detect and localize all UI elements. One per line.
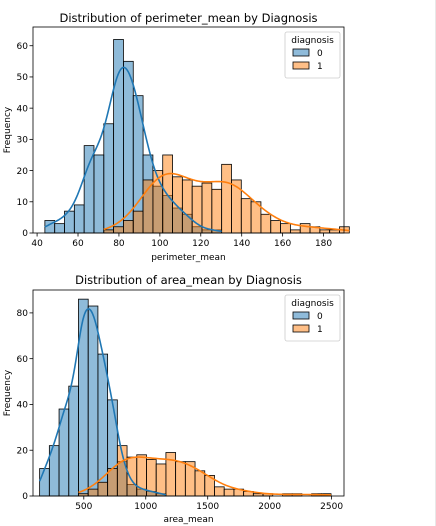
bar bbox=[240, 198, 252, 234]
bar bbox=[87, 305, 99, 497]
x-axis-label: perimeter_mean bbox=[151, 253, 226, 263]
bar bbox=[211, 188, 223, 234]
bar bbox=[78, 298, 89, 497]
legend-label-0: 0 bbox=[317, 312, 323, 322]
legend-swatch-1 bbox=[292, 61, 310, 70]
y-axis-label: Frequency bbox=[3, 106, 13, 153]
x-tick-label: 40 bbox=[31, 239, 43, 249]
bar bbox=[319, 229, 331, 234]
bar bbox=[329, 229, 340, 234]
chart-1: 40 60 80 100 120 140 160 1800102030405060Distri… bbox=[3, 11, 350, 263]
bar bbox=[123, 220, 134, 234]
series-0-kde-line bbox=[44, 66, 222, 233]
y-tick-label: 20 bbox=[17, 167, 29, 177]
x-tick-label: 180 bbox=[315, 239, 332, 249]
bar bbox=[270, 220, 281, 234]
y-tick-label: 60 bbox=[17, 355, 29, 365]
legend-swatch-0 bbox=[292, 311, 310, 320]
y-tick-label: 40 bbox=[17, 401, 29, 411]
bar bbox=[123, 60, 134, 234]
bar bbox=[155, 463, 167, 497]
x-axis-label: area_mean bbox=[163, 515, 213, 525]
chart-title: Distribution of perimeter_mean by Diagno… bbox=[59, 11, 317, 25]
bar bbox=[152, 170, 164, 234]
legend-label-1: 1 bbox=[317, 62, 323, 72]
bar bbox=[87, 488, 99, 497]
bar bbox=[97, 481, 109, 497]
legend: diagnosis 0 1 bbox=[284, 31, 341, 79]
bar bbox=[39, 468, 50, 497]
y-tick-label: 30 bbox=[17, 136, 29, 146]
y-tick-label: 0 bbox=[22, 492, 28, 502]
series-1-kde-line bbox=[103, 172, 350, 232]
series-1-kde-line bbox=[78, 456, 332, 496]
chart-2: 500 1000 1500 2000 2500 0 20 40 60 80 Distribution… bbox=[3, 273, 345, 525]
bar bbox=[54, 223, 65, 234]
bar bbox=[103, 229, 115, 234]
x-tick-label: 2000 bbox=[258, 502, 281, 512]
legend-label-1: 1 bbox=[317, 325, 323, 335]
bar bbox=[201, 182, 213, 234]
y-tick-label: 80 bbox=[17, 309, 29, 319]
x-tick-label: 100 bbox=[151, 239, 168, 249]
bar bbox=[221, 163, 232, 234]
x-tick-label: 80 bbox=[113, 239, 125, 249]
legend-swatch-1 bbox=[292, 324, 310, 333]
bar bbox=[231, 179, 242, 234]
bar bbox=[280, 223, 291, 234]
bar bbox=[214, 486, 225, 497]
bar bbox=[126, 456, 138, 497]
y-tick-label: 50 bbox=[17, 73, 29, 83]
axes-frame bbox=[32, 26, 345, 234]
bar bbox=[175, 461, 186, 497]
y-tick-label: 40 bbox=[17, 104, 29, 114]
bar bbox=[93, 154, 105, 234]
legend-swatch-0 bbox=[292, 48, 310, 57]
legend-title: diagnosis bbox=[291, 299, 334, 309]
x-tick-label: 140 bbox=[233, 239, 250, 249]
y-tick-label: 20 bbox=[17, 446, 29, 456]
bar bbox=[289, 229, 301, 234]
y-axis-label: Frequency bbox=[3, 369, 13, 416]
bar bbox=[181, 179, 193, 234]
bar bbox=[260, 213, 272, 234]
y-tick-label: 10 bbox=[17, 198, 29, 208]
series-0-kde-line bbox=[38, 308, 167, 496]
y-tick-label: 0 bbox=[22, 229, 28, 239]
x-tick-label: 160 bbox=[274, 239, 291, 249]
bar bbox=[172, 176, 183, 234]
x-tick-label: 2500 bbox=[320, 502, 343, 512]
bar bbox=[132, 210, 144, 234]
y-tick-label: 60 bbox=[17, 42, 29, 52]
legend-label-0: 0 bbox=[317, 49, 323, 59]
legend: diagnosis 0 1 bbox=[284, 294, 341, 342]
chart-title: Distribution of area_mean by Diagnosis bbox=[75, 273, 302, 287]
bar bbox=[68, 385, 79, 497]
x-tick-label: 500 bbox=[75, 502, 92, 512]
bar bbox=[194, 470, 206, 497]
x-tick-label: 1500 bbox=[196, 502, 219, 512]
bar bbox=[73, 204, 85, 234]
bar bbox=[83, 145, 95, 234]
x-tick-label: 1000 bbox=[134, 502, 157, 512]
bar bbox=[103, 123, 115, 234]
axes-frame bbox=[32, 289, 345, 497]
x-tick-label: 60 bbox=[72, 239, 84, 249]
bar bbox=[223, 488, 235, 497]
legend-title: diagnosis bbox=[291, 36, 334, 46]
bar bbox=[107, 468, 118, 497]
x-tick-label: 120 bbox=[192, 239, 209, 249]
bar bbox=[113, 226, 124, 234]
